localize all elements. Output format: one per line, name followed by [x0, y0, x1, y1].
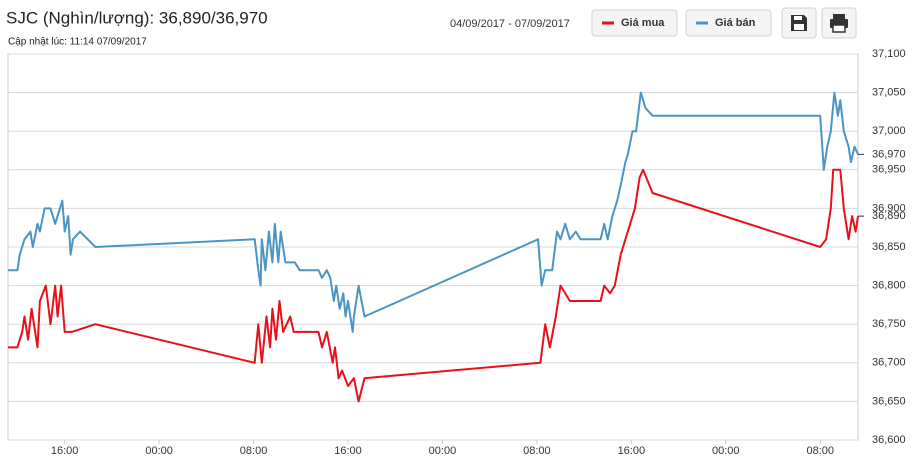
x-tick-label: 08:00 — [240, 445, 268, 457]
y-tick-label: 36,900 — [872, 202, 906, 214]
x-tick-label: 00:00 — [712, 445, 740, 457]
legend-label[interactable]: Giá mua — [621, 17, 665, 29]
chart-title: SJC (Nghìn/lượng): 36,890/36,970 — [6, 8, 268, 27]
print-button[interactable] — [821, 7, 857, 39]
x-tick-label: 16:00 — [618, 445, 646, 457]
legend-label[interactable]: Giá bán — [715, 17, 756, 29]
y-tick-label: 36,700 — [872, 357, 906, 369]
legend-button[interactable] — [591, 9, 678, 37]
x-tick-label: 08:00 — [806, 445, 834, 457]
y-tick-label: 36,650 — [872, 395, 906, 407]
y-tick-label: 36,850 — [872, 241, 906, 253]
y-tick-label: 37,100 — [872, 48, 906, 60]
x-tick-label: 00:00 — [429, 445, 457, 457]
save-button[interactable] — [781, 7, 817, 39]
y-tick-label: 36,600 — [872, 434, 906, 446]
price-label: 36,890 — [872, 210, 906, 222]
x-tick-label: 16:00 — [51, 445, 79, 457]
x-tick-label: 00:00 — [145, 445, 173, 457]
y-tick-label: 36,750 — [872, 318, 906, 330]
y-tick-label: 37,000 — [872, 125, 906, 137]
date-range: 04/09/2017 - 07/09/2017 — [450, 18, 570, 30]
x-tick-label: 08:00 — [523, 445, 551, 457]
price-line — [8, 91, 859, 333]
y-tick-label: 36,800 — [872, 280, 906, 292]
y-tick-label: 36,950 — [872, 164, 906, 176]
x-tick-label: 16:00 — [334, 445, 362, 457]
y-tick-label: 37,050 — [872, 87, 906, 99]
legend-button[interactable] — [685, 9, 772, 37]
price-line — [8, 168, 859, 403]
price-label: 36,970 — [872, 148, 906, 160]
chart-subtitle: Cập nhật lúc: 11:14 07/09/2017 — [8, 37, 147, 48]
